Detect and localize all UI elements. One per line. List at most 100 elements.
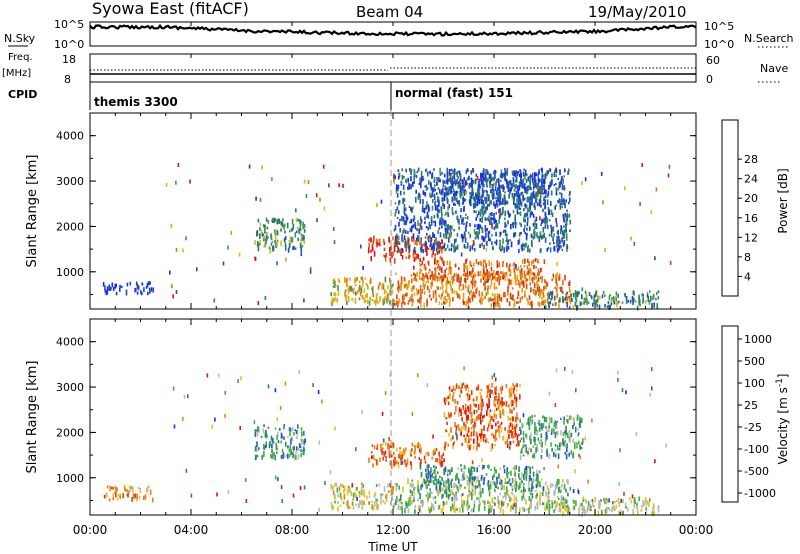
data-cell [150, 287, 153, 292]
data-cell [426, 275, 429, 280]
data-cell [274, 240, 276, 244]
data-cell [293, 432, 295, 436]
data-cell [477, 476, 479, 482]
data-cell [497, 197, 499, 203]
data-cell [356, 277, 358, 281]
data-cell [526, 422, 529, 425]
data-cell [465, 272, 467, 277]
data-cell [409, 228, 411, 232]
data-cell [606, 305, 609, 308]
data-cell [448, 232, 451, 239]
data-cell [473, 500, 476, 505]
data-cell [550, 200, 552, 206]
data-cell [398, 221, 400, 227]
data-cell [295, 208, 297, 213]
data-cell [398, 248, 401, 254]
data-cell [585, 499, 587, 504]
data-cell [535, 484, 538, 488]
data-cell [489, 297, 492, 302]
data-cell [581, 507, 584, 511]
nave-tick-high: 60 [706, 54, 720, 67]
data-cell [523, 168, 525, 171]
data-cell [458, 200, 461, 207]
data-cell [525, 283, 528, 290]
data-cell [535, 185, 538, 189]
data-cell [394, 224, 397, 231]
data-cell [222, 261, 225, 266]
data-cell [493, 282, 496, 289]
data-cell [502, 273, 505, 276]
data-cell [347, 486, 350, 491]
data-cell [334, 494, 336, 499]
data-cell [515, 402, 518, 408]
data-cell [483, 476, 486, 481]
data-cell [409, 494, 412, 501]
data-cell [406, 459, 409, 465]
data-cell [481, 291, 483, 298]
data-cell [370, 255, 372, 262]
data-cell [267, 220, 270, 224]
data-cell [530, 239, 533, 245]
data-cell [498, 275, 500, 281]
data-cell [388, 455, 391, 458]
data-cell [573, 421, 575, 426]
data-cell [146, 282, 149, 288]
data-cell [456, 436, 458, 441]
data-cell [410, 170, 412, 175]
data-cell [499, 212, 502, 217]
data-cell [544, 219, 547, 223]
data-cell [465, 284, 467, 289]
data-cell [665, 443, 667, 448]
data-cell [505, 178, 508, 183]
data-cell [427, 260, 430, 264]
data-cell [371, 244, 374, 250]
data-cell [411, 278, 413, 284]
data-cell [513, 436, 515, 439]
data-cell [448, 293, 450, 298]
data-cell [517, 205, 519, 210]
data-cell [436, 480, 438, 485]
data-cell [431, 172, 434, 179]
data-cell [500, 390, 503, 395]
data-cell [488, 218, 490, 222]
data-cell [478, 491, 481, 496]
data-cell [387, 285, 389, 289]
data-cell [473, 272, 476, 277]
data-cell [553, 491, 555, 496]
data-cell [402, 216, 405, 221]
data-cell [442, 245, 444, 249]
data-cell [393, 177, 395, 182]
data-cell [624, 293, 626, 298]
data-cell [438, 272, 440, 276]
data-cell [426, 484, 428, 490]
data-cell [395, 187, 398, 194]
data-cell [495, 301, 497, 307]
data-cell [582, 508, 584, 512]
data-cell [488, 421, 490, 425]
data-cell [560, 179, 562, 185]
data-cell [360, 244, 362, 249]
data-cell [297, 453, 300, 460]
data-cell [275, 242, 277, 248]
data-cell [295, 454, 297, 460]
data-cell [262, 233, 264, 238]
data-cell [495, 219, 498, 225]
data-cell [434, 290, 437, 295]
data-cell [438, 451, 440, 457]
data-cell [384, 255, 386, 259]
data-cell [485, 242, 488, 245]
data-cell [434, 272, 437, 279]
data-cell [475, 387, 478, 391]
data-cell [466, 479, 469, 486]
data-cell [436, 242, 439, 249]
data-cell [405, 178, 408, 184]
data-cell [396, 301, 399, 308]
data-cell [434, 448, 436, 454]
data-cell [423, 291, 426, 295]
data-cell [503, 401, 505, 406]
data-cell [408, 255, 411, 258]
data-cell [411, 301, 413, 307]
data-cell [504, 229, 507, 232]
data-cell [617, 377, 619, 382]
data-cell [416, 445, 418, 448]
